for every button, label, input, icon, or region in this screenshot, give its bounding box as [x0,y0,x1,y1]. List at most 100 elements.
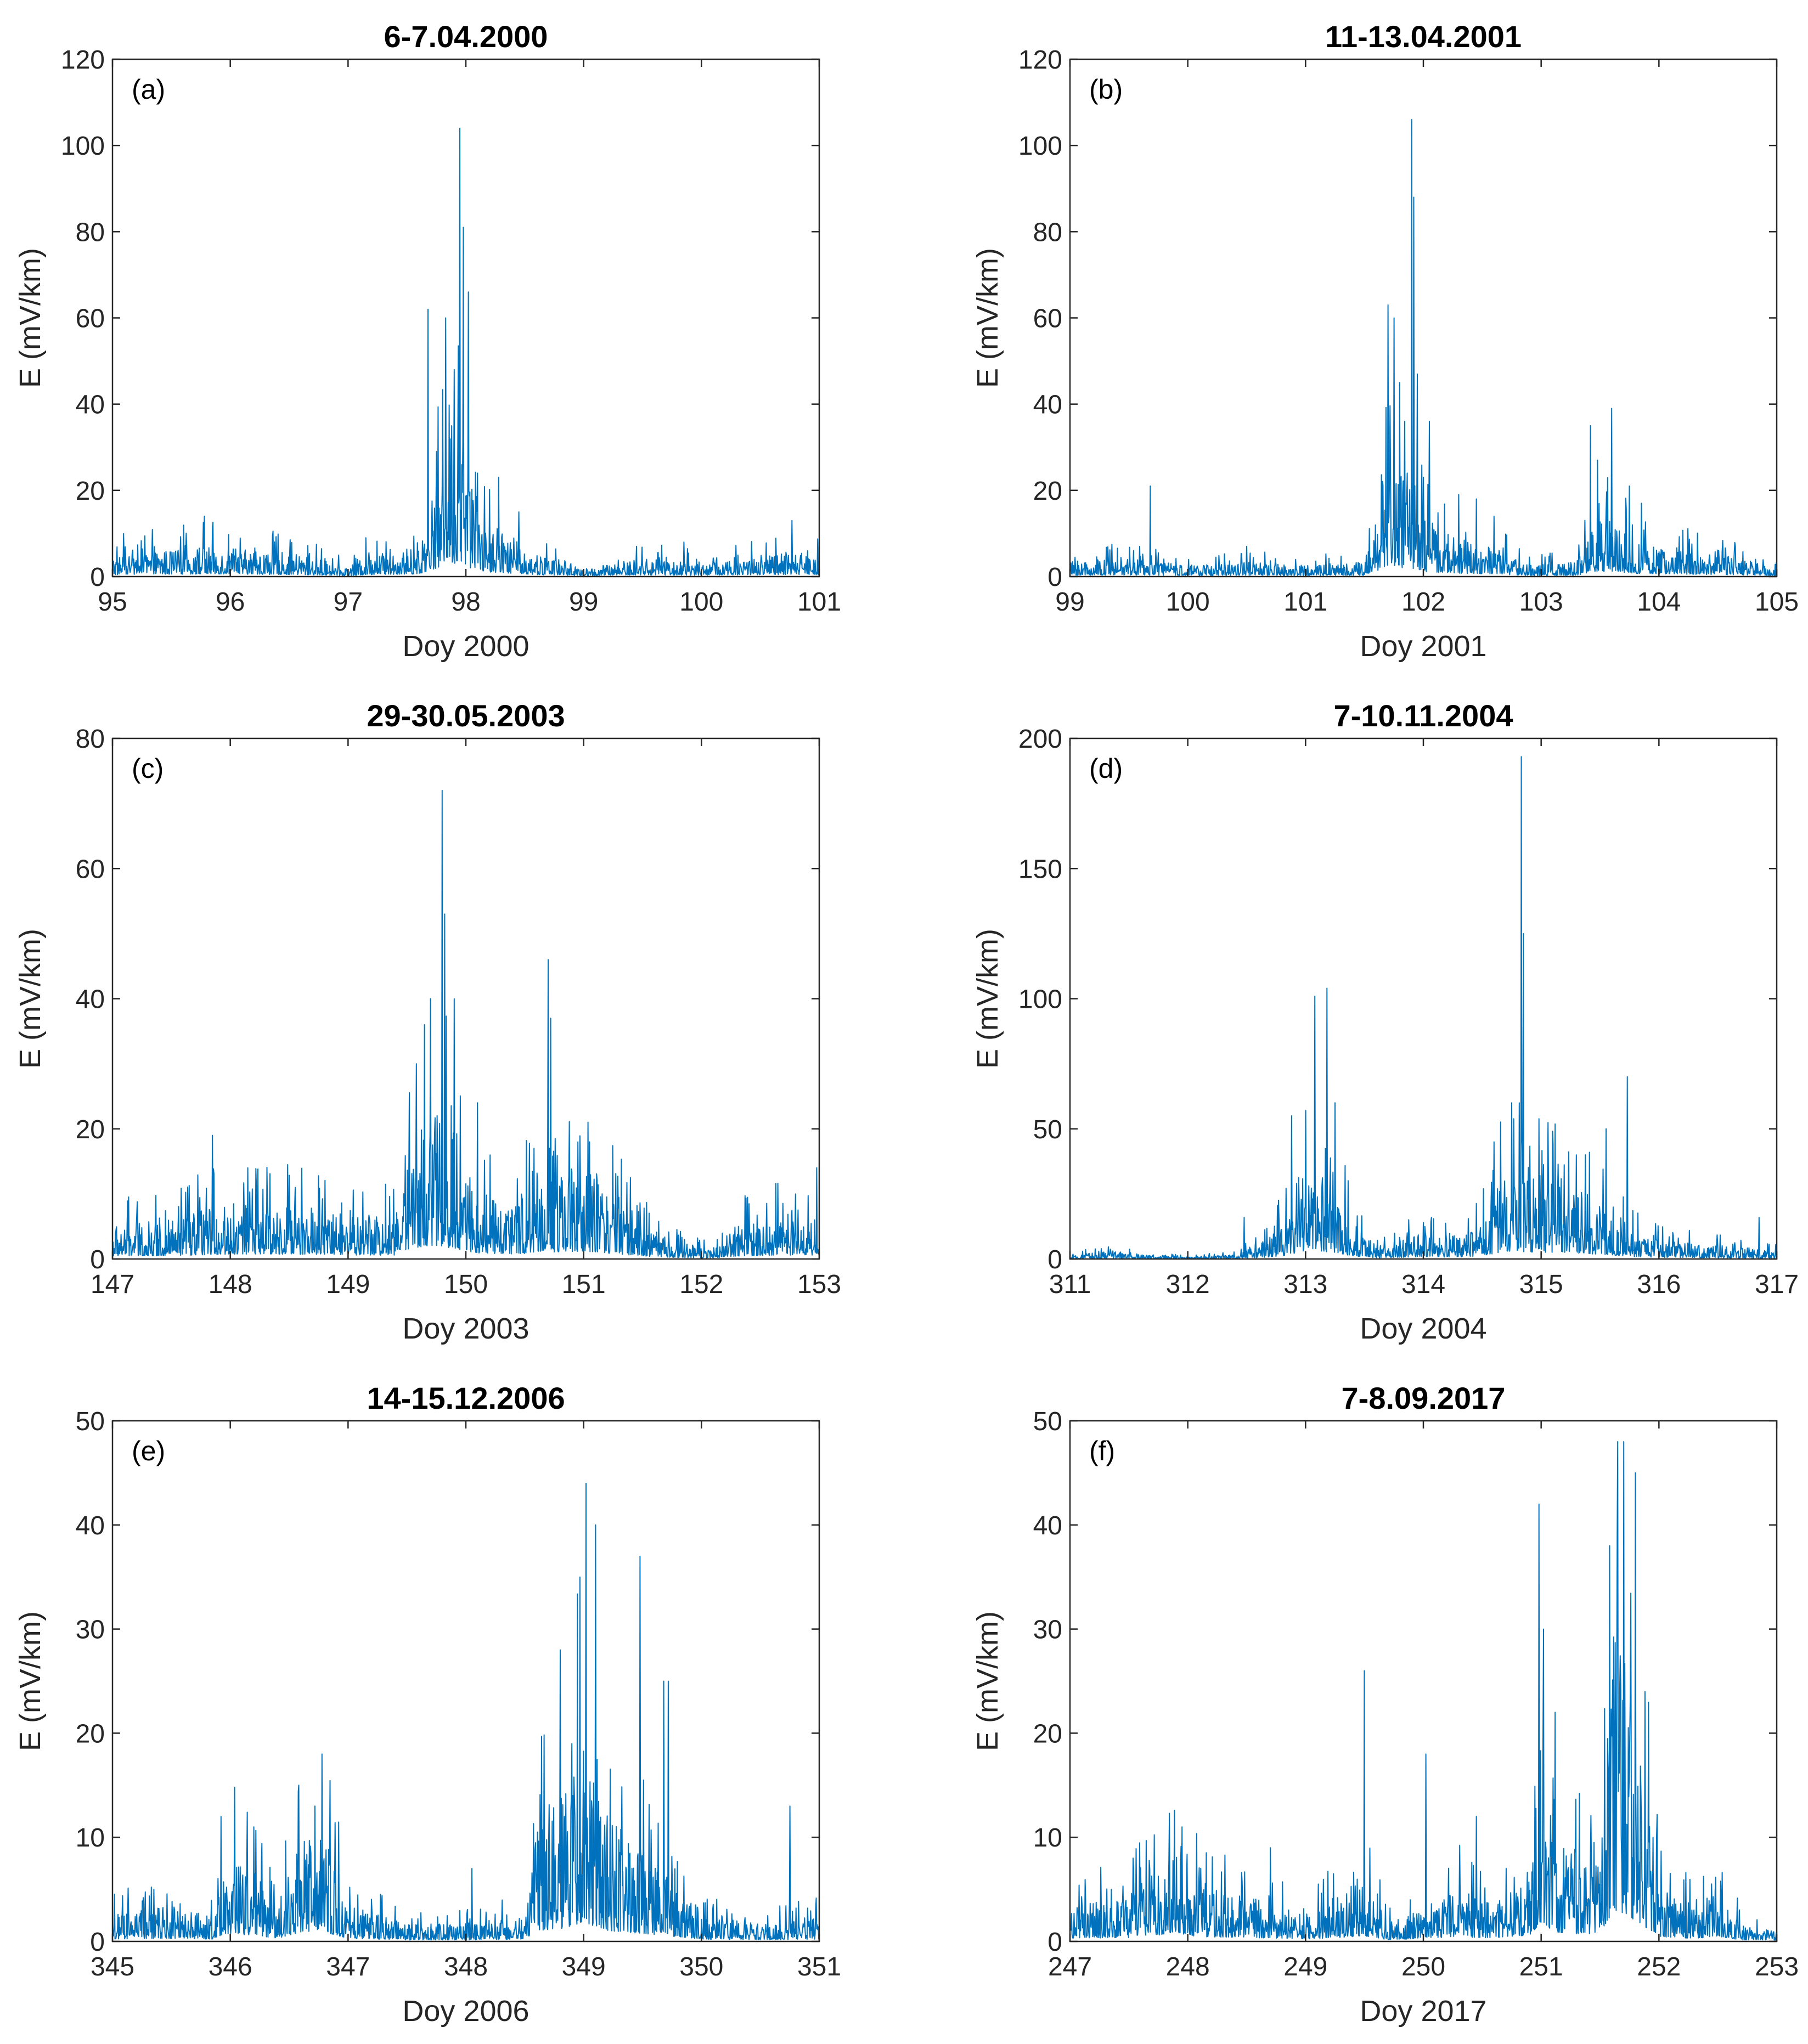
y-tick-label: 40 [76,1511,105,1540]
x-tick-label: 147 [91,1270,134,1299]
x-tick-label: 100 [679,588,723,617]
x-tick-label: 317 [1755,1270,1799,1299]
y-tick-label: 20 [76,477,105,506]
y-tick-label: 0 [90,1928,105,1957]
x-tick-label: 95 [98,588,127,617]
y-tick-label: 50 [1033,1407,1062,1436]
x-tick-label: 151 [562,1270,606,1299]
y-tick-label: 40 [76,985,105,1014]
y-tick-label: 50 [1033,1115,1062,1144]
y-tick-label: 20 [76,1115,105,1144]
x-axis-label: Doy 2000 [402,630,529,663]
y-tick-label: 0 [1047,563,1062,592]
y-tick-label: 100 [61,132,105,161]
x-tick-label: 152 [679,1270,723,1299]
panel-tag: (e) [132,1436,165,1466]
panel-title: 7-10.11.2004 [1334,698,1513,733]
panel-tag: (b) [1089,74,1123,105]
panel-tag: (d) [1089,753,1123,784]
x-tick-label: 250 [1401,1952,1445,1981]
series-line-E [1070,1441,1777,1941]
x-tick-label: 313 [1283,1270,1327,1299]
x-tick-label: 96 [216,588,245,617]
x-tick-label: 105 [1755,588,1799,617]
x-tick-label: 252 [1637,1952,1681,1981]
x-axis-label: Doy 2001 [1360,630,1486,663]
y-tick-label: 20 [76,1719,105,1748]
panel-tag: (c) [132,753,164,784]
panel-title: 29-30.05.2003 [367,698,565,733]
y-tick-label: 10 [76,1823,105,1853]
y-axis-label: E (mV/km) [14,1611,47,1751]
x-tick-label: 153 [797,1270,841,1299]
x-tick-label: 348 [444,1952,488,1981]
y-axis-label: E (mV/km) [971,1611,1004,1751]
panel-tag: (a) [132,74,165,105]
y-tick-label: 120 [1018,46,1062,75]
panel-d: 311 312 313 314 315 316 317 0 50 100 150 200 7-10.11… [971,698,1799,1345]
y-axis-label: E (mV/km) [14,248,47,388]
y-tick-label: 80 [76,218,105,247]
panel-title: 7-8.09.2017 [1342,1381,1506,1415]
y-tick-label: 60 [76,304,105,334]
y-tick-label: 20 [1033,477,1062,506]
y-tick-label: 40 [1033,391,1062,420]
y-tick-label: 30 [1033,1616,1062,1645]
y-tick-label: 0 [1047,1928,1062,1957]
x-tick-label: 149 [326,1270,370,1299]
y-tick-label: 120 [61,46,105,75]
panel-a: 95 96 97 98 99 100 101 0 20 40 60 80 100 120 6-7.04.20… [14,19,841,663]
y-tick-label: 150 [1018,855,1062,884]
x-tick-label: 351 [797,1952,841,1981]
y-axis-label: E (mV/km) [14,929,47,1069]
x-tick-label: 148 [209,1270,252,1299]
x-tick-label: 247 [1048,1952,1092,1981]
y-tick-label: 0 [1047,1245,1062,1274]
panel-title: 6-7.04.2000 [384,19,548,54]
y-tick-label: 60 [1033,304,1062,334]
panel-title: 11-13.04.2001 [1325,19,1522,54]
y-tick-label: 30 [76,1616,105,1645]
y-tick-label: 200 [1018,725,1062,754]
axes-frame [111,737,820,1260]
x-tick-label: 100 [1166,588,1210,617]
x-tick-label: 314 [1401,1270,1445,1299]
x-tick-label: 347 [326,1952,370,1981]
series-line-E [1070,119,1777,577]
series-line-E [112,127,819,577]
x-tick-label: 253 [1755,1952,1799,1981]
panel-title: 14-15.12.2006 [367,1381,565,1415]
axes-frame [1069,737,1778,1260]
y-tick-label: 60 [76,855,105,884]
y-tick-label: 0 [90,563,105,592]
y-tick-label: 80 [76,725,105,754]
x-tick-label: 248 [1166,1952,1210,1981]
x-tick-label: 98 [451,588,480,617]
x-tick-label: 104 [1637,588,1681,617]
y-axis-label: E (mV/km) [971,248,1004,388]
y-tick-label: 50 [76,1407,105,1436]
y-tick-label: 0 [90,1245,105,1274]
panel-c: 147 148 149 150 151 152 153 0 20 40 60 80 29-30.05.2… [14,698,841,1345]
y-tick-label: 10 [1033,1823,1062,1853]
x-tick-label: 350 [679,1952,723,1981]
y-tick-label: 20 [1033,1719,1062,1748]
x-tick-label: 99 [1055,588,1084,617]
x-axis-label: Doy 2004 [1360,1312,1486,1345]
panel-tag: (f) [1089,1436,1115,1466]
y-tick-label: 100 [1018,985,1062,1014]
series-line-E [112,789,819,1258]
x-tick-label: 99 [569,588,598,617]
x-tick-label: 97 [334,588,363,617]
x-tick-label: 150 [444,1270,488,1299]
x-tick-label: 316 [1637,1270,1681,1299]
series-line-E [1070,756,1777,1259]
x-tick-label: 101 [1283,588,1327,617]
series-line-E [112,1482,819,1941]
y-axis-label: E (mV/km) [971,929,1004,1069]
panel-b: 99 100 101 102 103 104 105 0 20 40 60 80 100 120 11-13… [971,19,1799,663]
y-tick-label: 40 [1033,1511,1062,1540]
y-tick-label: 80 [1033,218,1062,247]
x-tick-label: 315 [1519,1270,1563,1299]
